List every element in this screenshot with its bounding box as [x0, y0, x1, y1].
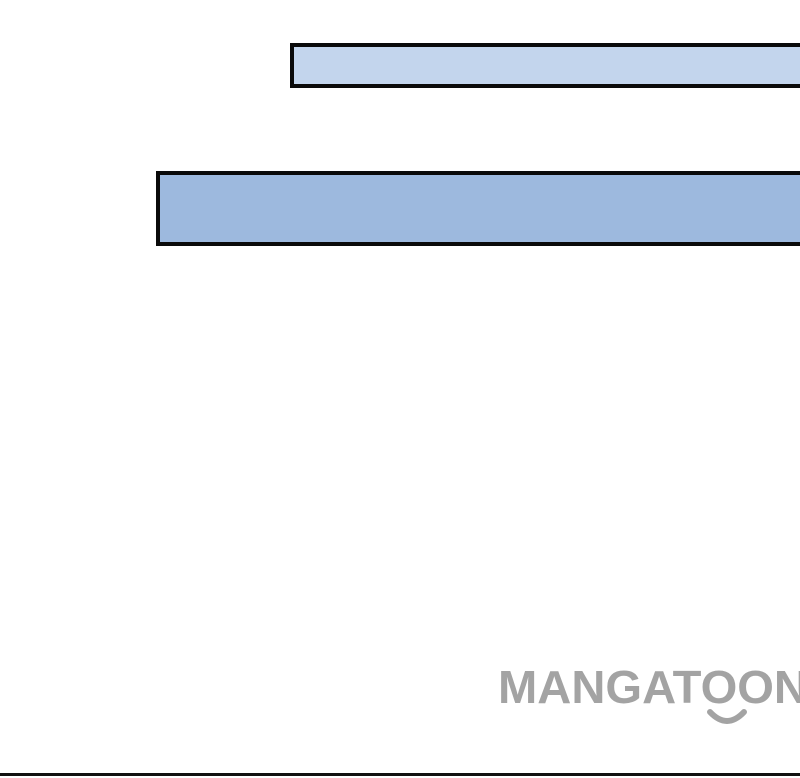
- mangatoon-logo-icon: MANGATOON: [498, 661, 800, 724]
- panel-bottom-border: [0, 773, 800, 776]
- watermark-text: MANGATOON: [498, 661, 800, 713]
- mangatoon-watermark: MANGATOON: [498, 658, 800, 730]
- speech-bar-top: [290, 43, 800, 88]
- speech-bar-bottom: [156, 171, 800, 246]
- smile-mark: [707, 709, 747, 724]
